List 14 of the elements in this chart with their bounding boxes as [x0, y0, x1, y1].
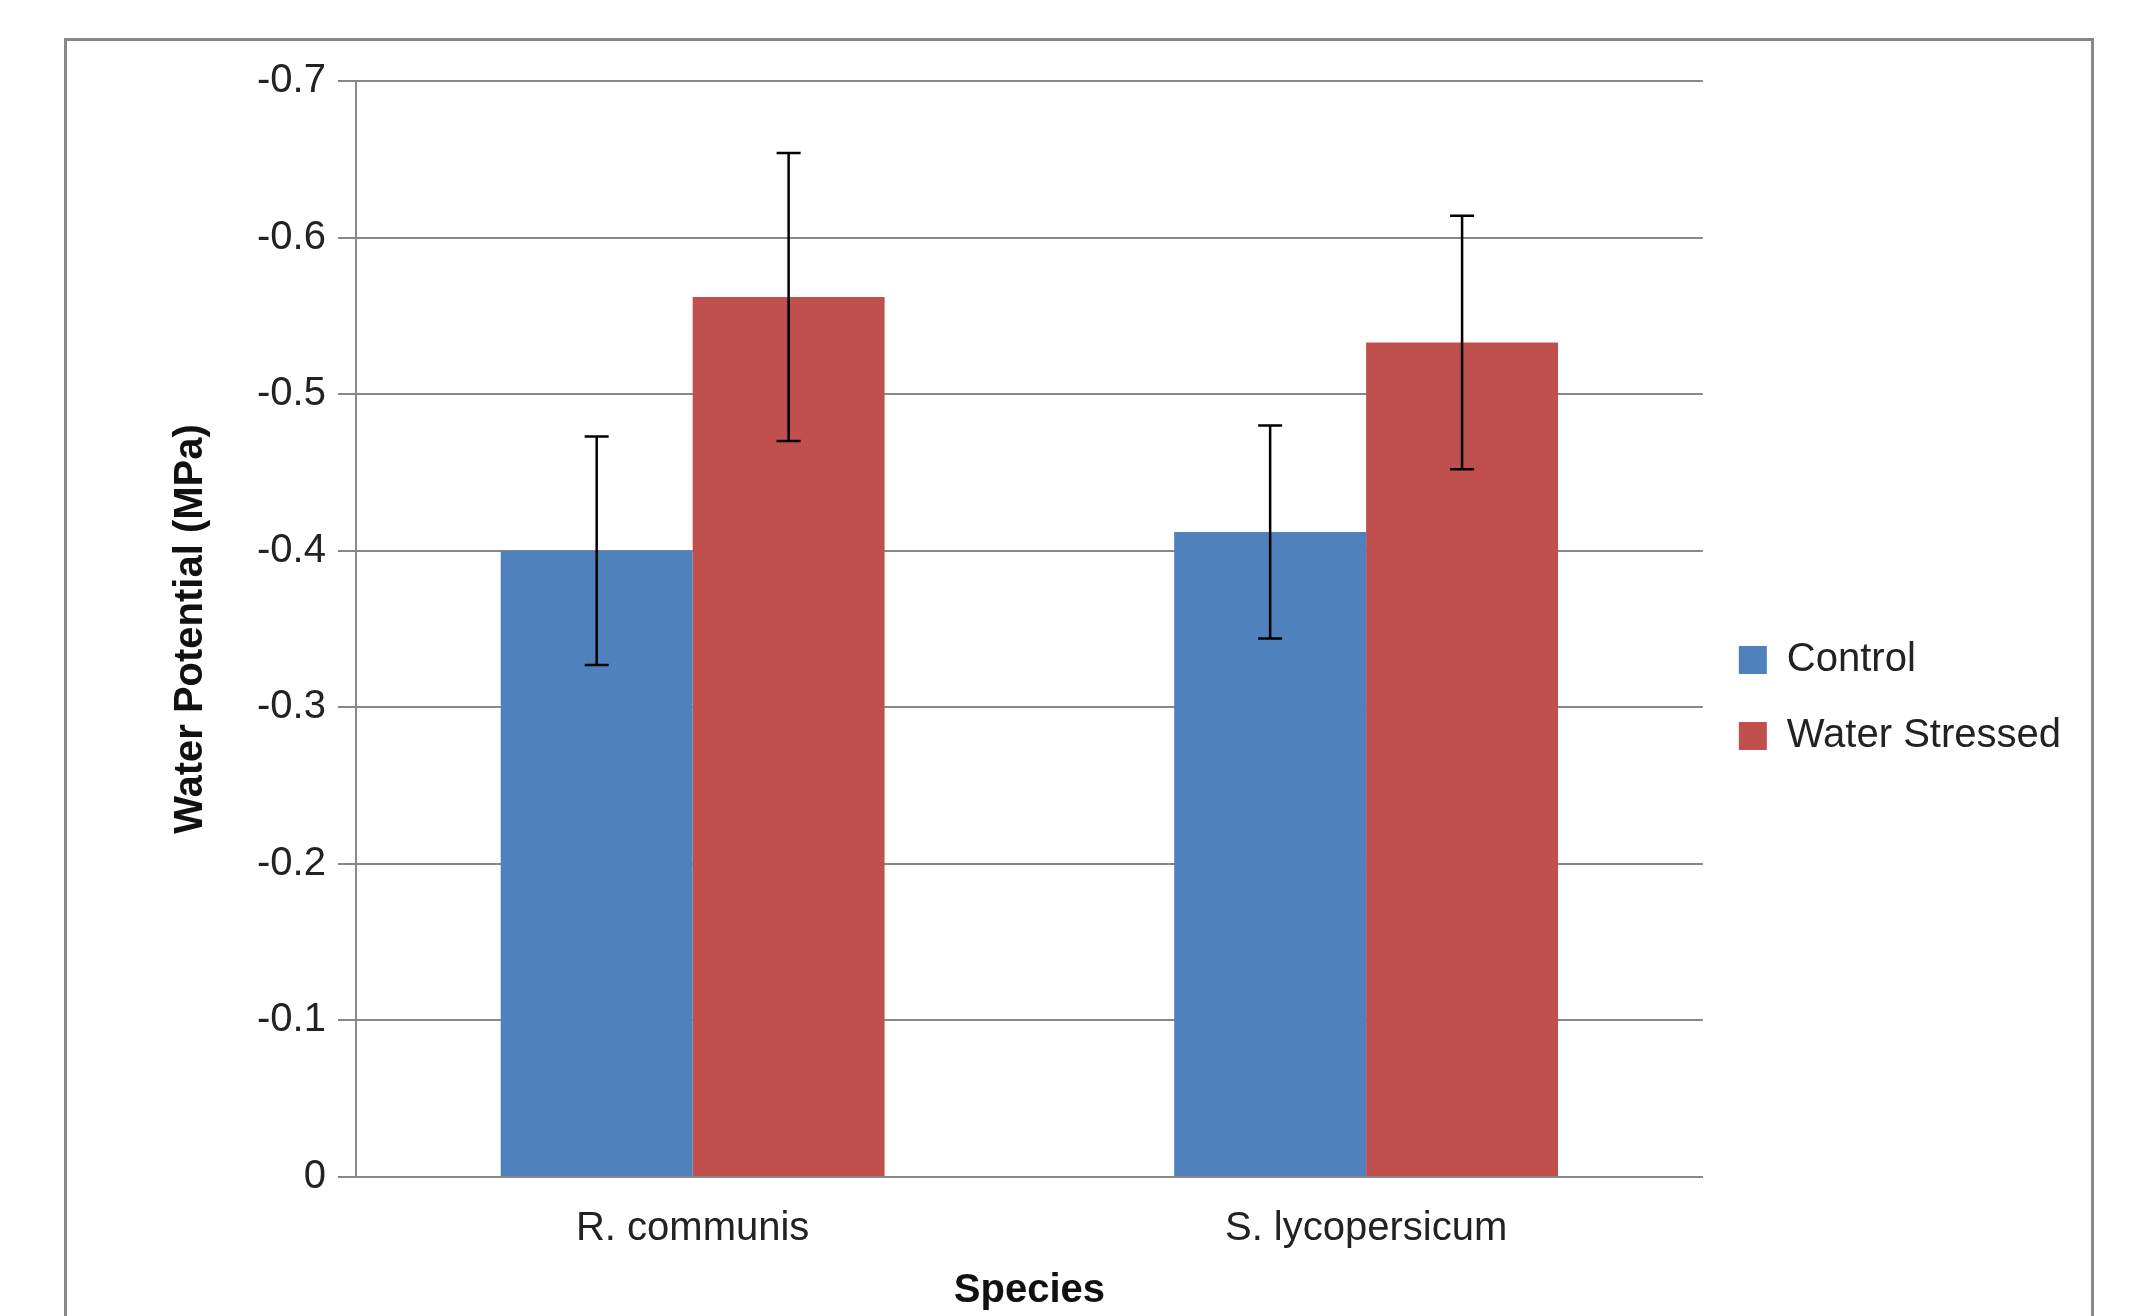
y-tick-label: -0.7 [256, 56, 326, 101]
y-tick-label: -0.6 [256, 212, 326, 257]
x-tick-label: R. communis [575, 1204, 810, 1249]
y-tick-label: -0.4 [256, 525, 326, 570]
y-tick-label: -0.2 [256, 838, 326, 883]
y-tick-label: -0.3 [256, 682, 326, 727]
x-axis-title: Species [953, 1266, 1105, 1311]
y-tick-label: -0.1 [256, 995, 326, 1040]
y-axis-title: Water Potential (MPa) [166, 424, 211, 834]
y-tick-label: 0 [303, 1152, 326, 1197]
x-tick-label: S. lycopersicum [1224, 1204, 1508, 1249]
legend-label: Water Stressed [1786, 711, 2062, 756]
legend-label: Control [1786, 635, 1916, 680]
y-tick-label: -0.5 [256, 369, 326, 414]
